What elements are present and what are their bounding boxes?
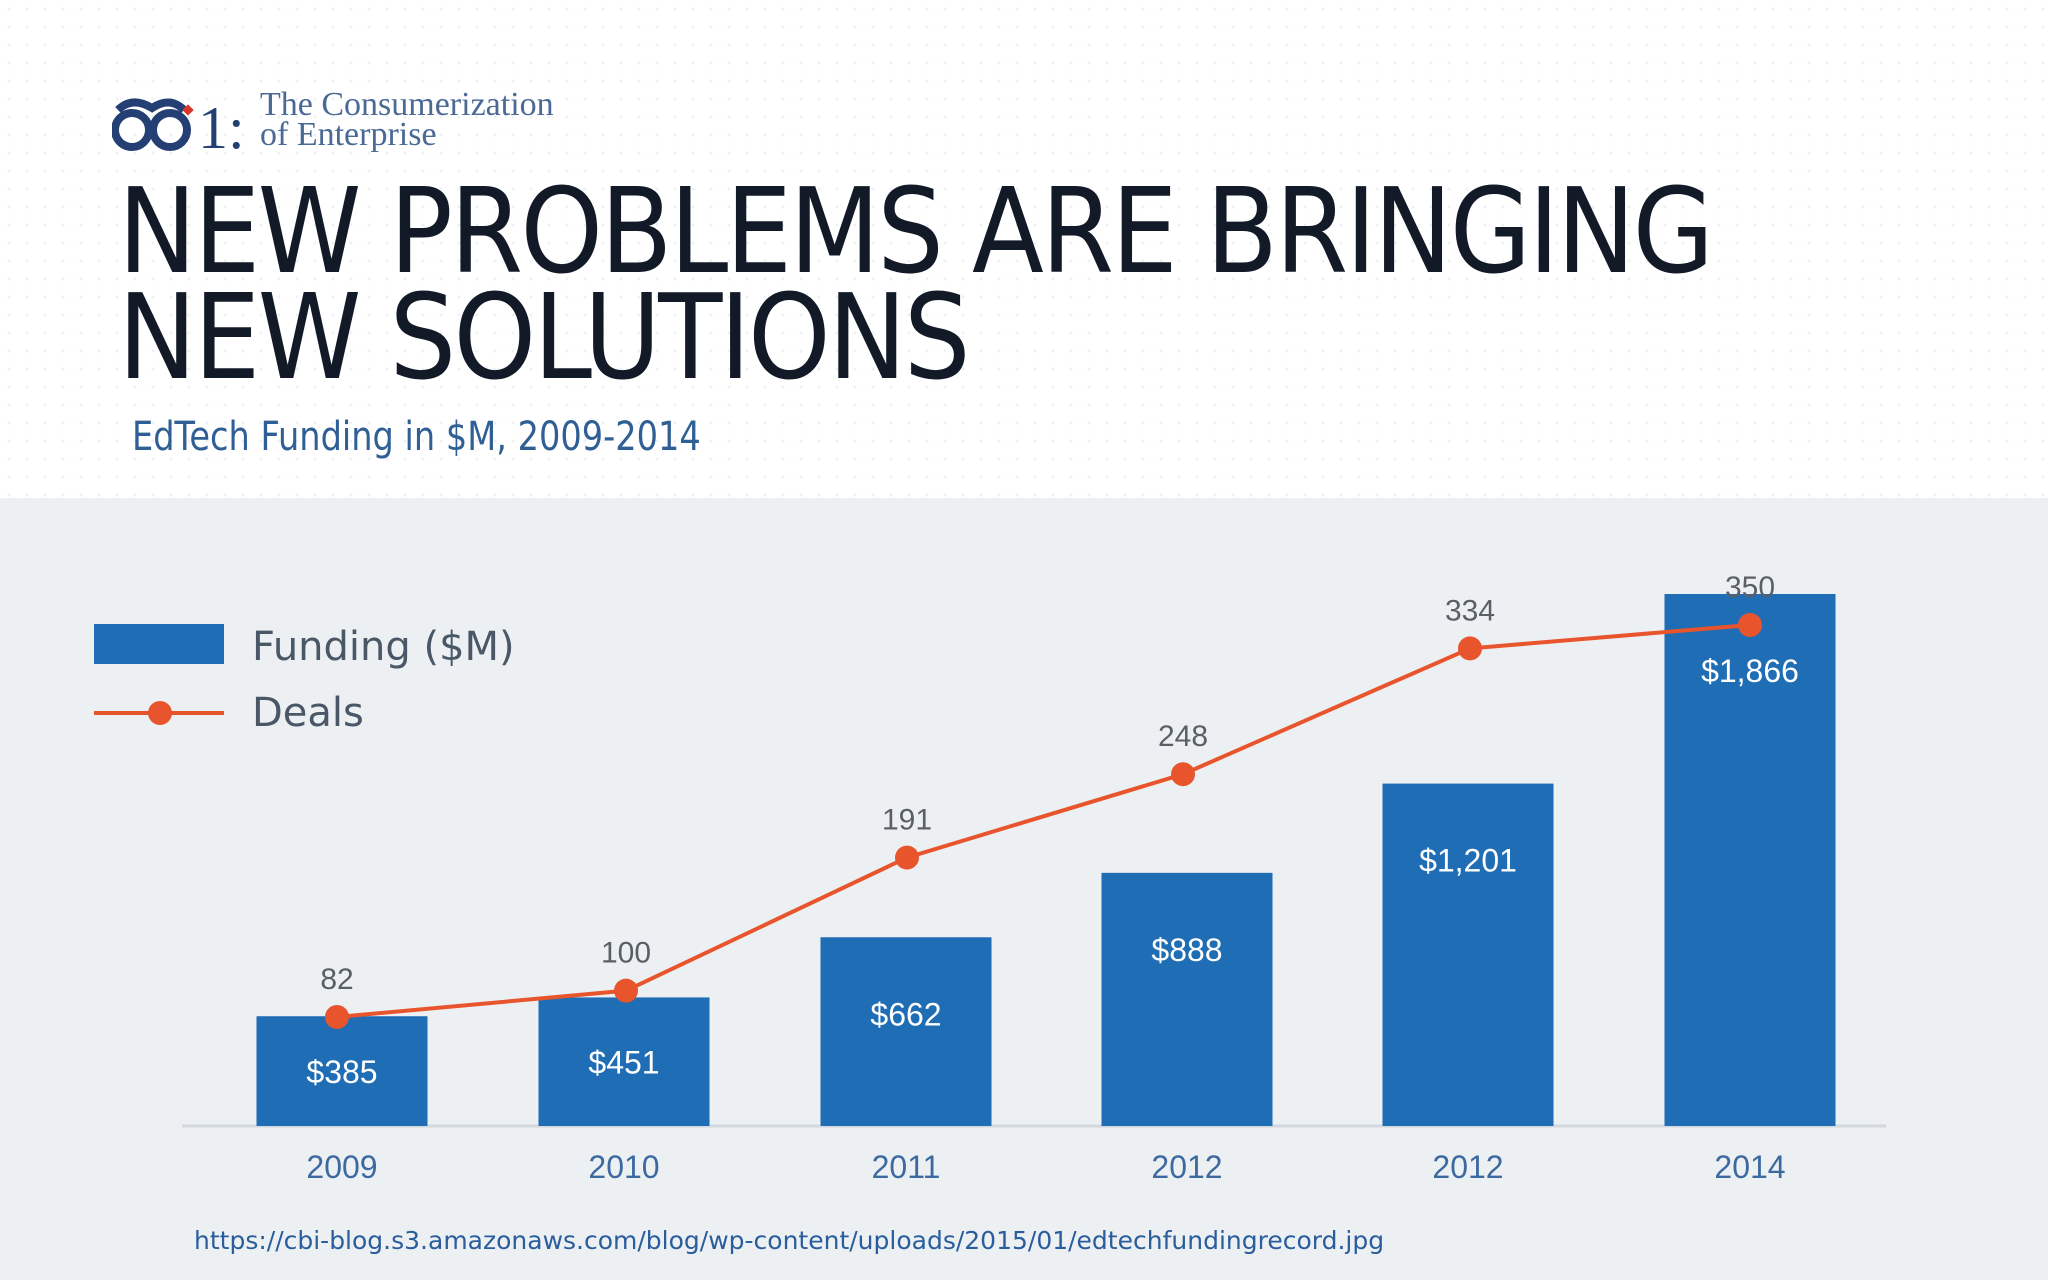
- dotted-background: [0, 0, 2048, 498]
- deals-value-label: 100: [601, 937, 651, 970]
- headline-line-1: NEW PROBLEMS ARE BRINGING: [118, 162, 1714, 300]
- funding-value-label: $385: [306, 1054, 377, 1090]
- funding-bar: [256, 1016, 428, 1126]
- x-tick-label: 2012: [1151, 1149, 1222, 1185]
- x-tick-label: 2010: [588, 1149, 659, 1185]
- funding-value-label: $1,866: [1701, 653, 1799, 689]
- deals-value-label: 248: [1158, 720, 1208, 753]
- funding-value-label: $888: [1151, 932, 1222, 968]
- legend-deals-marker: [148, 701, 172, 725]
- headline-line-2: NEW SOLUTIONS: [118, 268, 971, 406]
- deals-value-label: 191: [882, 804, 932, 837]
- logo: 1: The Consumerization of Enterprise: [112, 88, 554, 160]
- funding-bar: [538, 997, 710, 1126]
- funding-value-label: $451: [588, 1045, 659, 1081]
- glasses-icon: 1:: [112, 95, 244, 160]
- logo-text: The Consumerization of Enterprise: [260, 86, 554, 153]
- deals-point: [895, 845, 919, 870]
- deals-point: [1738, 613, 1762, 637]
- deals-line: [336, 623, 1751, 1019]
- legend-funding-swatch: [94, 624, 224, 664]
- logo-number: 1:: [198, 95, 244, 160]
- x-tick-label: 2012: [1432, 1149, 1503, 1185]
- x-tick-label: 2009: [306, 1149, 377, 1185]
- logo-line-1: The Consumerization: [260, 86, 554, 123]
- funding-bar: [1382, 783, 1554, 1126]
- funding-bar: [1101, 872, 1273, 1126]
- deals-point: [1171, 762, 1195, 787]
- deals-point: [325, 1005, 349, 1029]
- chart-subtitle: EdTech Funding in $M, 2009-2014: [132, 414, 701, 460]
- logo-line-2: of Enterprise: [260, 116, 437, 153]
- deals-value-label: 82: [320, 963, 353, 996]
- legend-funding-label: Funding ($M): [252, 624, 515, 670]
- deals-point: [614, 978, 638, 1003]
- legend-deals-label: Deals: [252, 690, 364, 736]
- funding-value-label: $1,201: [1419, 843, 1517, 879]
- deals-value-label: 334: [1445, 594, 1495, 627]
- funding-value-label: $662: [870, 996, 941, 1032]
- deals-value-label: 350: [1725, 571, 1775, 604]
- funding-bar: [820, 937, 992, 1126]
- funding-bar: [1664, 594, 1836, 1126]
- source-url[interactable]: https://cbi-blog.s3.amazonaws.com/blog/w…: [194, 1226, 1385, 1255]
- x-tick-label: 2014: [1714, 1149, 1785, 1185]
- deals-point: [1458, 636, 1482, 661]
- headline: NEW PROBLEMS ARE BRINGING NEW SOLUTIONS: [118, 162, 1714, 406]
- x-tick-label: 2011: [872, 1149, 941, 1185]
